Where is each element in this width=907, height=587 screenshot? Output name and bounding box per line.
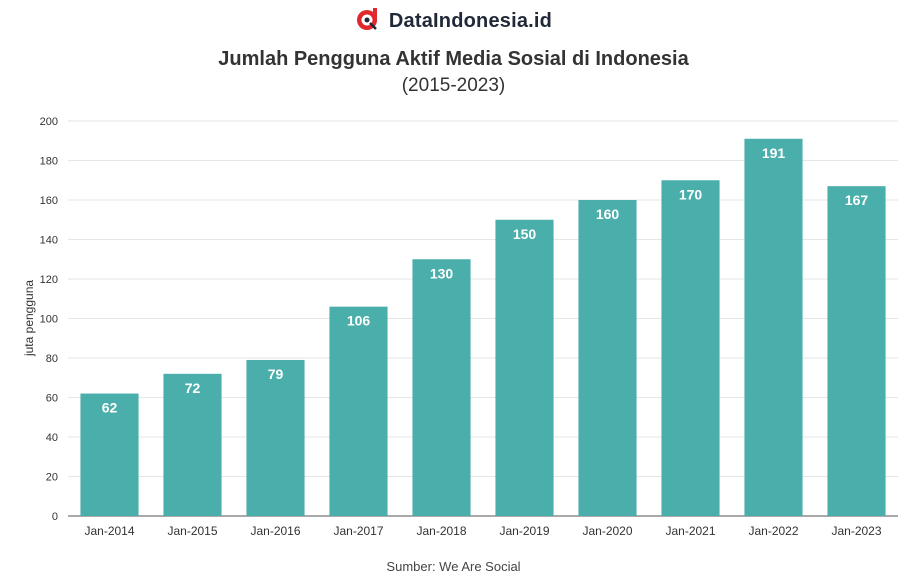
brand: DataIndonesia.id [0,6,907,37]
x-tick-label: Jan-2014 [84,524,134,538]
y-tick-label: 100 [40,314,58,326]
bar [661,180,720,516]
bar-value-label: 106 [347,313,371,329]
y-axis-label: juta pengguna [22,280,36,357]
bar [495,219,554,516]
bar [80,393,139,516]
chart-subtitle: (2015-2023) [401,75,506,96]
bar-value-label: 150 [513,226,537,242]
x-tick-label: Jan-2018 [416,524,466,538]
bar-value-label: 167 [845,192,869,208]
x-tick-label: Jan-2016 [250,524,300,538]
x-tick-label: Jan-2020 [582,524,632,538]
bar-value-label: 72 [185,380,201,396]
y-tick-label: 20 [46,472,58,484]
brand-logo-icon [355,6,381,37]
y-tick-label: 140 [40,235,58,247]
x-tick-label: Jan-2023 [831,524,881,538]
chart-title: Jumlah Pengguna Aktif Media Sosial di In… [218,48,689,70]
y-tick-label: 80 [46,353,58,365]
y-tick-label: 200 [40,116,58,128]
bar [412,259,471,516]
y-tick-label: 40 [46,432,58,444]
x-tick-label: Jan-2021 [665,524,715,538]
bar-value-label: 170 [679,186,703,202]
y-tick-label: 0 [52,511,58,523]
source-note: Sumber: We Are Social [386,559,521,574]
bar [246,359,305,516]
bar [578,200,637,516]
bar-value-label: 79 [268,366,284,382]
bar [744,138,803,516]
x-tick-label: Jan-2015 [167,524,217,538]
y-tick-label: 60 [46,393,58,405]
bar-value-label: 62 [102,400,118,416]
y-tick-label: 180 [40,156,58,168]
x-tick-label: Jan-2022 [748,524,798,538]
x-tick-label: Jan-2017 [333,524,383,538]
bar [329,306,388,516]
brand-name: DataIndonesia.id [388,10,553,32]
bar-value-label: 191 [762,145,786,161]
bar-value-label: 160 [596,206,620,222]
y-tick-label: 120 [40,274,58,286]
x-tick-label: Jan-2019 [499,524,549,538]
bar-value-label: 130 [430,265,454,281]
y-tick-label: 160 [40,195,58,207]
bar [163,373,222,516]
bar [827,186,886,517]
